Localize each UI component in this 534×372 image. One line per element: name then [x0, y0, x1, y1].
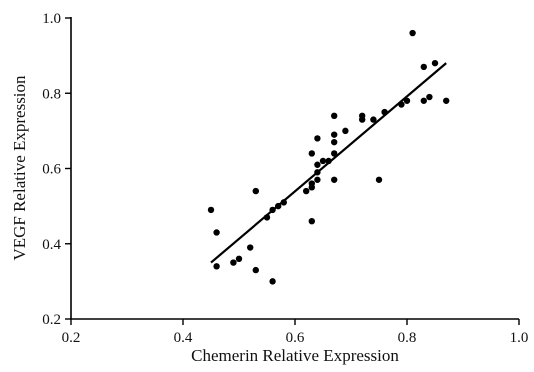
data-point	[331, 150, 338, 157]
data-point	[269, 206, 276, 214]
data-point	[213, 263, 220, 270]
data-point	[443, 97, 450, 104]
data-point	[314, 176, 321, 183]
axis-ticks: 0.2 0.4 0.6 0.8 1.0 0.2 0.4 0.6 0.8 1.0	[42, 11, 528, 346]
y-tick-label: 0.8	[42, 86, 61, 102]
data-point	[381, 108, 388, 116]
data-point	[431, 59, 439, 67]
data-point	[420, 63, 427, 71]
x-axis-label: Chemerin Relative Expression	[191, 346, 399, 365]
data-point	[235, 255, 243, 262]
data-point	[247, 244, 254, 251]
y-axis-label: VEGF Relative Expression	[10, 75, 29, 261]
x-tick-label: 0.2	[62, 330, 81, 346]
data-point	[303, 187, 310, 195]
data-point	[308, 150, 315, 157]
data-point	[314, 161, 321, 168]
data-point	[331, 112, 338, 120]
plot-area	[207, 29, 450, 285]
data-point	[213, 229, 220, 236]
x-tick-label: 0.6	[286, 330, 305, 346]
data-point	[252, 187, 259, 195]
y-tick-label: 0.2	[42, 312, 61, 328]
data-point	[280, 199, 287, 206]
data-point	[319, 157, 327, 165]
data-point	[426, 93, 433, 101]
data-point	[308, 184, 315, 191]
x-tick-label: 0.8	[398, 330, 417, 346]
data-point	[370, 116, 377, 123]
y-tick-label: 1.0	[42, 11, 61, 27]
data-point	[308, 217, 315, 225]
x-tick-label: 1.0	[510, 330, 529, 346]
data-point	[230, 259, 237, 266]
data-point	[331, 176, 338, 183]
data-point	[207, 206, 215, 214]
data-point	[359, 116, 366, 123]
x-tick-label: 0.4	[174, 330, 193, 346]
y-tick-label: 0.4	[42, 237, 61, 253]
data-point	[375, 176, 383, 183]
y-tick-label: 0.6	[42, 162, 61, 178]
data-point	[409, 29, 416, 37]
data-point	[314, 135, 321, 142]
data-point	[269, 278, 276, 285]
data-point	[314, 169, 321, 176]
data-point	[275, 202, 282, 210]
data-point	[325, 157, 332, 165]
data-point	[420, 97, 427, 104]
data-point	[331, 138, 338, 146]
data-point	[398, 101, 405, 108]
data-point	[342, 127, 349, 135]
data-point	[252, 266, 259, 274]
data-point	[403, 97, 411, 104]
data-point	[263, 214, 271, 221]
data-point	[331, 131, 338, 138]
